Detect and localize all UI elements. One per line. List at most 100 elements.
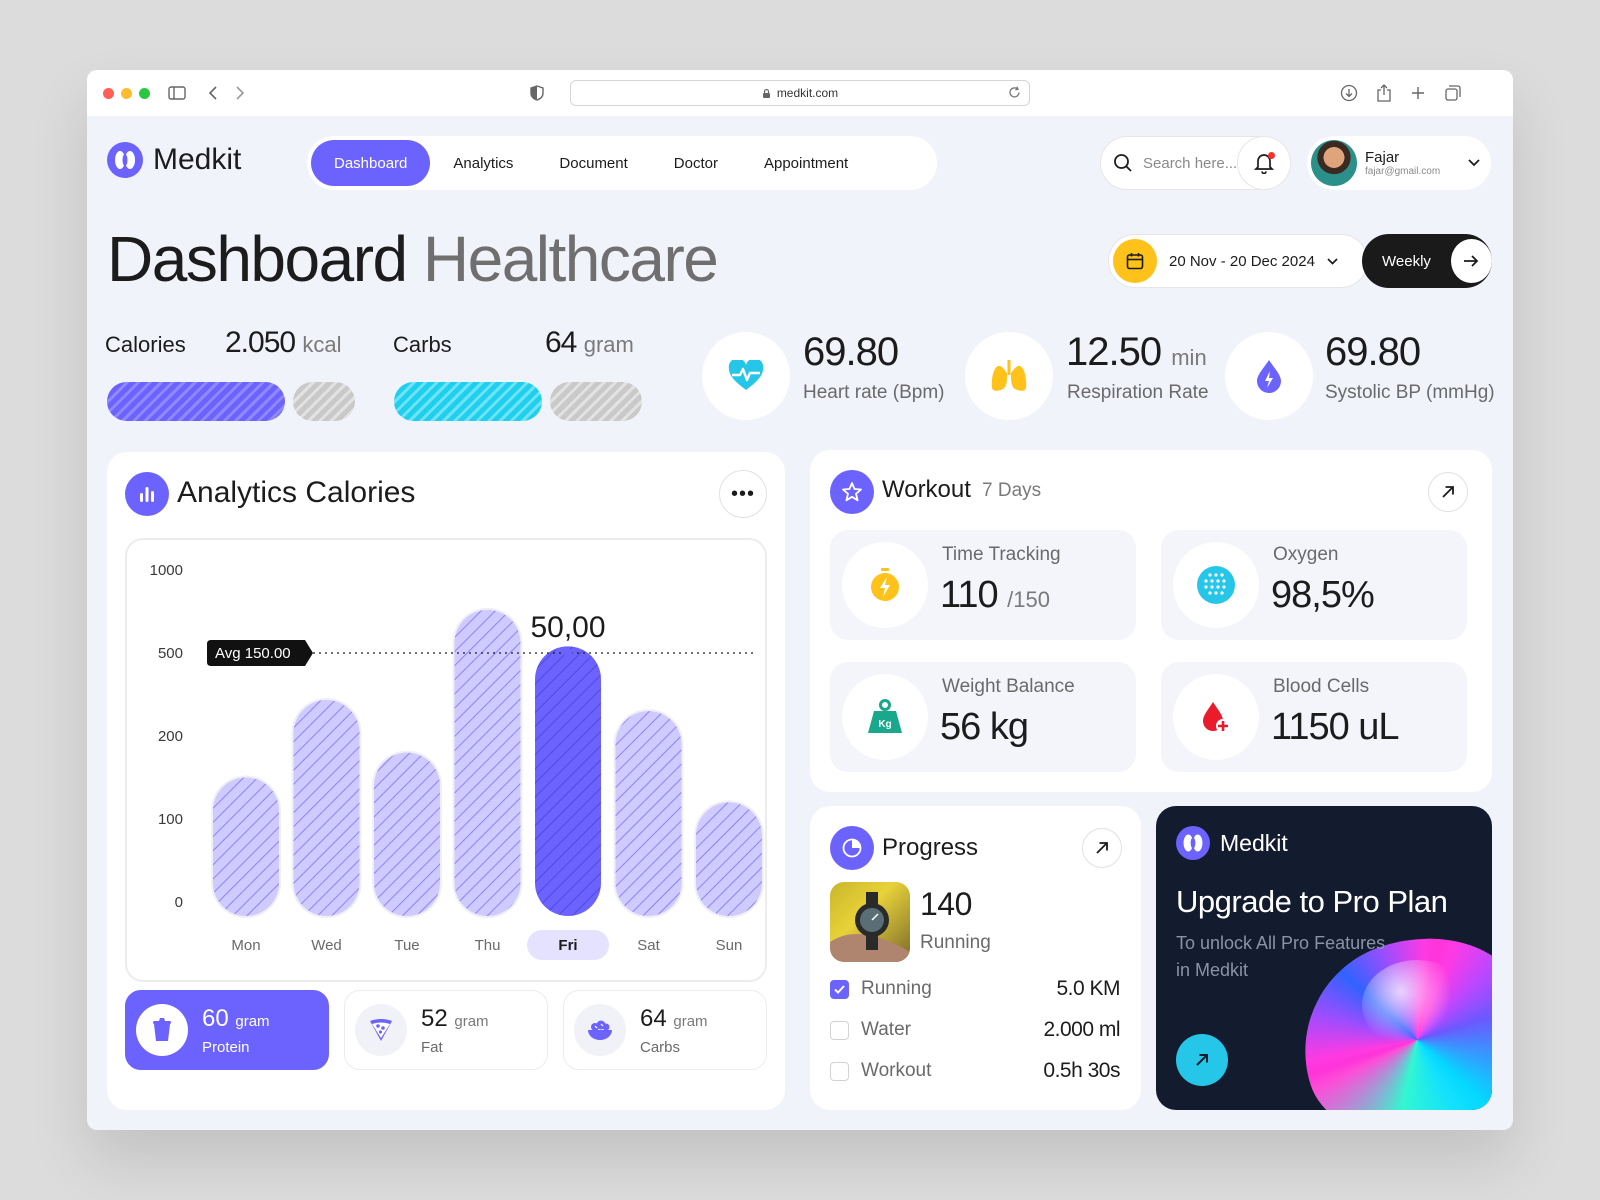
arrow-up-right-icon	[1096, 842, 1108, 854]
privacy-shield-icon[interactable]	[527, 83, 547, 103]
period-button[interactable]: Weekly	[1362, 234, 1492, 288]
time-tracking-number: 110	[940, 574, 999, 616]
upgrade-button[interactable]	[1176, 1034, 1228, 1086]
promo-title: Upgrade to Pro Plan	[1176, 884, 1448, 919]
sidebar-toggle-icon[interactable]	[167, 83, 187, 103]
share-icon[interactable]	[1374, 83, 1394, 103]
main-nav: Dashboard Analytics Document Doctor Appo…	[307, 136, 937, 190]
app-logo[interactable]: Medkit	[107, 142, 241, 178]
minimize-window-button[interactable]	[121, 88, 132, 99]
page-title-sub: Healthcare	[422, 223, 719, 295]
workout-open-button[interactable]	[1428, 472, 1468, 512]
task-water[interactable]: Water 2.000 ml	[830, 1015, 1120, 1045]
page-title-main: Dashboard	[107, 223, 408, 295]
average-tag	[207, 640, 313, 666]
task-workout[interactable]: Workout 0.5h 30s	[830, 1056, 1120, 1086]
reload-icon[interactable]	[1008, 86, 1021, 99]
task-workout-value: 0.5h 30s	[1043, 1059, 1120, 1082]
star-badge-icon	[830, 470, 874, 514]
new-tab-icon[interactable]	[1408, 83, 1428, 103]
highlight-value-label: 50,00	[530, 611, 605, 644]
y-tick-label: 0	[175, 894, 183, 911]
macro-carbs-card[interactable]: 64 gram Carbs	[563, 990, 767, 1070]
blood-cells-label: Blood Cells	[1273, 676, 1370, 697]
download-icon[interactable]	[1339, 83, 1359, 103]
chevron-down-icon	[1327, 257, 1338, 265]
y-tick-label: 1000	[150, 562, 183, 579]
promo-brand: Medkit	[1176, 826, 1288, 860]
nav-analytics[interactable]: Analytics	[453, 154, 514, 172]
task-running[interactable]: Running 5.0 KM	[830, 974, 1120, 1004]
weight-icon: Kg	[842, 674, 928, 760]
fat-value: 52 gram	[421, 1005, 489, 1033]
lock-icon	[762, 88, 770, 98]
task-workout-checkbox[interactable]	[830, 1061, 849, 1081]
calendar-icon	[1113, 239, 1157, 283]
browser-toolbar: medkit.com	[87, 70, 1513, 116]
oxygen-tile[interactable]: Oxygen 98,5%	[1161, 530, 1467, 640]
more-options-button[interactable]: •••	[719, 470, 767, 518]
workout-title: Workout	[882, 476, 971, 503]
carbs-macro-number: 64	[640, 1004, 667, 1032]
weight-balance-label: Weight Balance	[942, 676, 1075, 697]
protein-value: 60 gram	[202, 1005, 270, 1033]
weight-balance-tile[interactable]: Kg Weight Balance 56 kg	[830, 662, 1136, 772]
task-running-checkbox[interactable]	[830, 979, 849, 999]
running-thumbnail	[830, 882, 910, 962]
task-workout-label: Workout	[861, 1060, 932, 1081]
arrow-up-right-icon	[1196, 1054, 1208, 1066]
avatar	[1311, 140, 1357, 186]
close-window-button[interactable]	[103, 88, 114, 99]
oxygen-icon	[1173, 542, 1259, 628]
calories-label: Calories	[105, 332, 186, 357]
oxygen-value: 98,5%	[1271, 574, 1375, 616]
promo-subtitle-line2: in Medkit	[1176, 960, 1249, 980]
fat-number: 52	[421, 1004, 448, 1032]
progress-open-button[interactable]	[1082, 828, 1122, 868]
nav-appointment[interactable]: Appointment	[763, 154, 849, 172]
nav-dashboard[interactable]: Dashboard	[311, 140, 431, 186]
respiration-label: Respiration Rate	[1067, 382, 1209, 403]
pie-chart-icon	[830, 826, 874, 870]
bar-mon	[213, 777, 279, 916]
heart-pulse-icon	[702, 332, 790, 420]
nav-document[interactable]: Document	[559, 154, 628, 172]
nav-doctor[interactable]: Doctor	[673, 154, 718, 172]
maximize-window-button[interactable]	[139, 88, 150, 99]
macro-fat-card[interactable]: 52 gram Fat	[344, 990, 548, 1070]
time-tracking-tile[interactable]: Time Tracking 110 /150	[830, 530, 1136, 640]
date-range-picker[interactable]: 20 Nov - 20 Dec 2024	[1108, 234, 1368, 288]
selected-day-highlight	[527, 930, 609, 960]
tab-overview-icon[interactable]	[1443, 83, 1463, 103]
macro-protein-card[interactable]: 60 gram Protein	[125, 990, 329, 1070]
forward-icon[interactable]	[230, 83, 250, 103]
blood-cells-tile[interactable]: Blood Cells 1150 uL	[1161, 662, 1467, 772]
profile-menu[interactable]: Fajar fajar@gmail.com	[1307, 136, 1491, 190]
progress-card: Progress 140 Running Running 5.0 KM Wate…	[810, 806, 1141, 1110]
systolic-bp-value: 69.80	[1325, 330, 1421, 375]
carbs-macro-value: 64 gram	[640, 1005, 708, 1033]
y-tick-label: 100	[158, 811, 183, 828]
systolic-bp-number: 69.80	[1325, 330, 1421, 374]
x-tick-label: Tue	[394, 937, 419, 954]
calories-number: 2.050	[225, 326, 296, 359]
task-water-checkbox[interactable]	[830, 1020, 849, 1040]
logo-text: Medkit	[153, 143, 242, 176]
fat-unit: gram	[454, 1012, 489, 1030]
blood-cells-value: 1150 uL	[1271, 706, 1400, 748]
address-bar[interactable]: medkit.com	[570, 80, 1030, 106]
notifications-button[interactable]	[1237, 136, 1291, 190]
y-tick-label: 200	[158, 728, 183, 745]
carbs-progress-remaining	[550, 382, 642, 421]
period-label: Weekly	[1382, 252, 1431, 270]
back-icon[interactable]	[203, 83, 223, 103]
respiration-value: 12.50 min	[1066, 330, 1207, 375]
date-range-text: 20 Nov - 20 Dec 2024	[1169, 252, 1315, 270]
abstract-3d-highlight	[1362, 960, 1472, 1050]
carbs-macro-label: Carbs	[640, 1038, 681, 1056]
medkit-logo-icon	[107, 142, 143, 178]
y-tick-label: 500	[158, 645, 183, 662]
bar-thu	[454, 609, 521, 916]
notification-dot	[1268, 152, 1275, 159]
